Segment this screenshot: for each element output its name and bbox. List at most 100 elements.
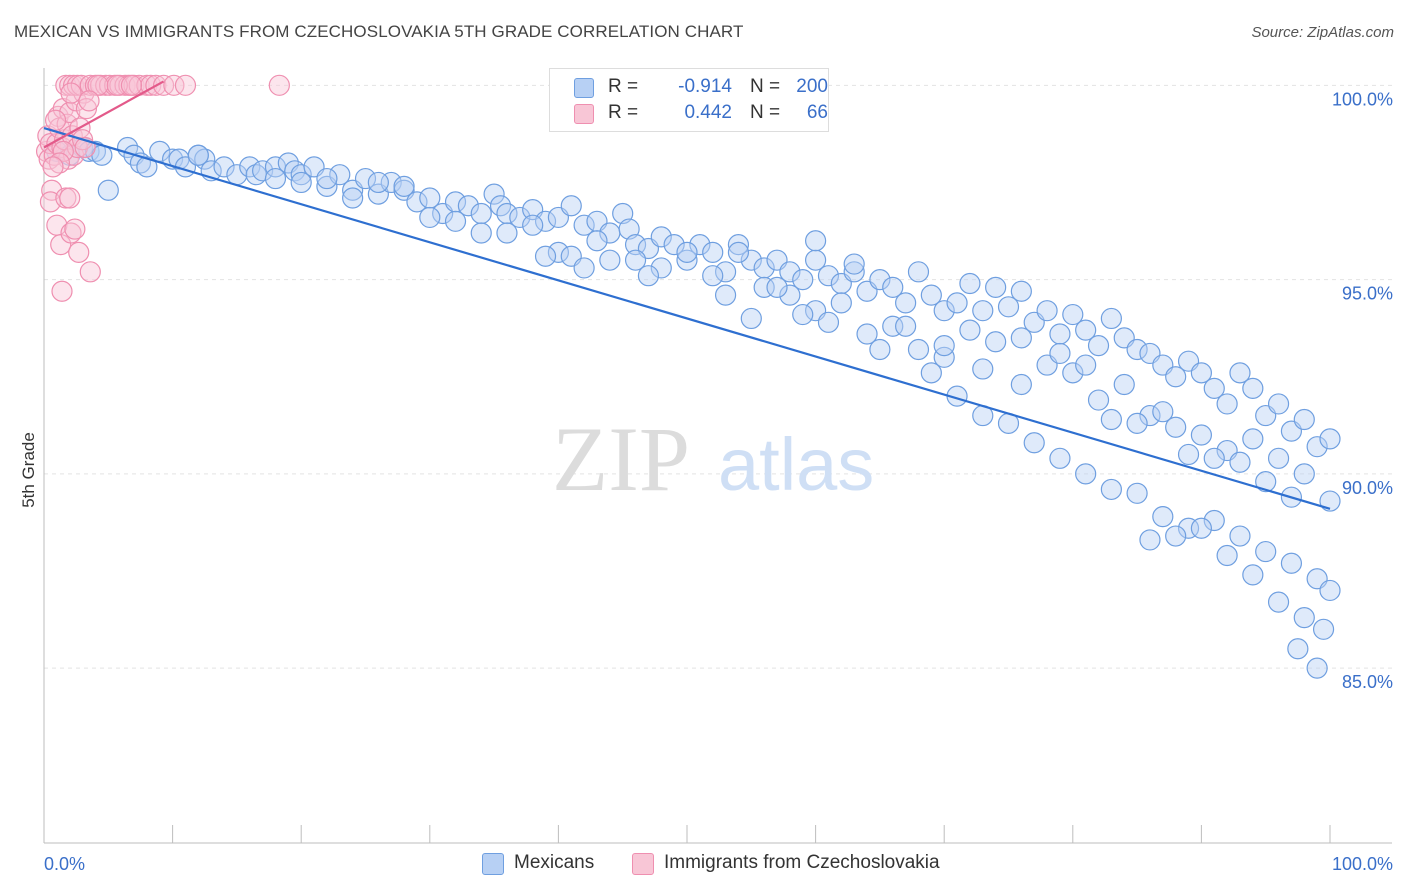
point-mexicans bbox=[1165, 416, 1187, 438]
point-mexicans bbox=[779, 284, 801, 306]
point-mexicans bbox=[1075, 319, 1097, 341]
point-mexicans bbox=[1319, 428, 1341, 450]
point-mexicans bbox=[1280, 552, 1303, 574]
point-mexicans bbox=[316, 167, 338, 190]
point-mexicans bbox=[959, 319, 981, 341]
grid bbox=[44, 84, 1392, 669]
point-czechoslovakia bbox=[120, 74, 143, 96]
point-czechoslovakia bbox=[163, 74, 185, 96]
watermark: ZIP atlas bbox=[552, 408, 874, 510]
point-mexicans bbox=[1177, 443, 1200, 466]
source-label: Source: ZipAtlas.com bbox=[1251, 24, 1394, 41]
point-mexicans bbox=[367, 171, 389, 194]
point-mexicans bbox=[329, 164, 351, 186]
point-mexicans bbox=[972, 358, 994, 380]
legend-label-czechoslovakia: Immigrants from Czechoslovakia bbox=[664, 852, 940, 873]
point-mexicans bbox=[560, 195, 582, 217]
point-mexicans bbox=[1049, 447, 1071, 469]
point-mexicans bbox=[194, 148, 216, 170]
legend-swatch-blue bbox=[482, 853, 504, 875]
point-mexicans bbox=[985, 331, 1007, 353]
watermark-zip: ZIP bbox=[552, 408, 690, 510]
point-mexicans bbox=[1139, 404, 1161, 427]
point-mexicans bbox=[714, 284, 737, 306]
point-czechoslovakia bbox=[42, 156, 64, 178]
point-mexicans bbox=[624, 234, 647, 256]
trend-line-mexicans bbox=[43, 126, 1331, 510]
point-mexicans bbox=[1049, 323, 1071, 345]
y-tick-label: 90.0% bbox=[1342, 478, 1393, 498]
point-mexicans bbox=[766, 276, 788, 298]
point-mexicans bbox=[1319, 490, 1341, 512]
y-axis-label: 5th Grade bbox=[19, 432, 38, 508]
point-mexicans bbox=[1036, 300, 1058, 322]
point-mexicans bbox=[985, 276, 1007, 298]
point-mexicans bbox=[354, 167, 377, 190]
point-mexicans bbox=[882, 276, 904, 298]
point-mexicans bbox=[470, 202, 492, 225]
point-mexicans bbox=[1177, 517, 1200, 539]
point-mexicans bbox=[972, 300, 994, 322]
point-mexicans bbox=[290, 164, 312, 186]
point-czechoslovakia bbox=[60, 82, 82, 104]
point-mexicans bbox=[1100, 307, 1122, 330]
point-mexicans bbox=[1306, 436, 1328, 458]
point-mexicans bbox=[1312, 618, 1335, 640]
point-mexicans bbox=[1190, 517, 1213, 539]
point-mexicans bbox=[804, 230, 827, 252]
point-mexicans bbox=[1139, 529, 1161, 551]
point-czechoslovakia bbox=[59, 187, 81, 209]
point-mexicans bbox=[920, 362, 942, 384]
point-mexicans bbox=[1152, 506, 1174, 528]
point-mexicans bbox=[612, 202, 634, 225]
point-mexicans bbox=[213, 156, 235, 178]
point-mexicans bbox=[676, 249, 698, 271]
point-mexicans bbox=[933, 300, 955, 322]
point-mexicans bbox=[1293, 408, 1315, 431]
point-mexicans bbox=[1255, 540, 1277, 563]
point-mexicans bbox=[1216, 544, 1238, 567]
series-legend: Mexicans Immigrants from Czechoslovakia bbox=[0, 852, 1406, 878]
point-mexicans bbox=[753, 276, 775, 298]
point-mexicans bbox=[1190, 362, 1213, 384]
point-mexicans bbox=[856, 323, 878, 345]
point-mexicans bbox=[1075, 463, 1097, 485]
point-mexicans bbox=[933, 346, 955, 368]
axes bbox=[43, 68, 1392, 844]
trend-line-czechoslovakia bbox=[43, 80, 165, 149]
point-mexicans bbox=[187, 144, 209, 166]
point-czechoslovakia bbox=[75, 98, 98, 120]
point-mexicans bbox=[1203, 447, 1225, 469]
point-mexicans bbox=[933, 335, 955, 357]
point-mexicans bbox=[1165, 366, 1187, 388]
point-mexicans bbox=[727, 241, 750, 263]
point-mexicans bbox=[393, 175, 415, 197]
point-mexicans bbox=[1113, 373, 1135, 396]
chart-title: MEXICAN VS IMMIGRANTS FROM CZECHOSLOVAKI… bbox=[14, 22, 744, 41]
legend-n-value: 66 bbox=[806, 102, 828, 123]
x-tick-label-end: 100.0% bbox=[1332, 854, 1393, 874]
point-mexicans bbox=[1293, 607, 1315, 629]
point-mexicans bbox=[959, 272, 981, 295]
point-mexicans bbox=[1306, 657, 1328, 679]
point-mexicans bbox=[1010, 373, 1032, 396]
point-mexicans bbox=[444, 210, 467, 232]
point-mexicans bbox=[1242, 564, 1264, 586]
point-mexicans bbox=[779, 261, 801, 283]
point-mexicans bbox=[920, 284, 942, 306]
legend-r-value: 0.442 bbox=[684, 102, 732, 123]
point-mexicans bbox=[1242, 377, 1264, 399]
point-mexicans bbox=[457, 195, 479, 217]
y-tick-label: 100.0% bbox=[1332, 89, 1393, 109]
point-mexicans bbox=[1242, 428, 1264, 450]
point-mexicans bbox=[1203, 509, 1225, 532]
legend-r-label: R = bbox=[608, 76, 639, 97]
legend-n-label: N = bbox=[750, 76, 781, 97]
point-mexicans bbox=[1267, 393, 1290, 415]
point-mexicans bbox=[907, 338, 930, 361]
point-mexicans bbox=[1287, 638, 1309, 660]
point-mexicans bbox=[1165, 525, 1187, 547]
point-mexicans bbox=[817, 265, 840, 287]
point-czechoslovakia bbox=[78, 90, 100, 112]
x-tick-label-start: 0.0% bbox=[44, 854, 85, 874]
